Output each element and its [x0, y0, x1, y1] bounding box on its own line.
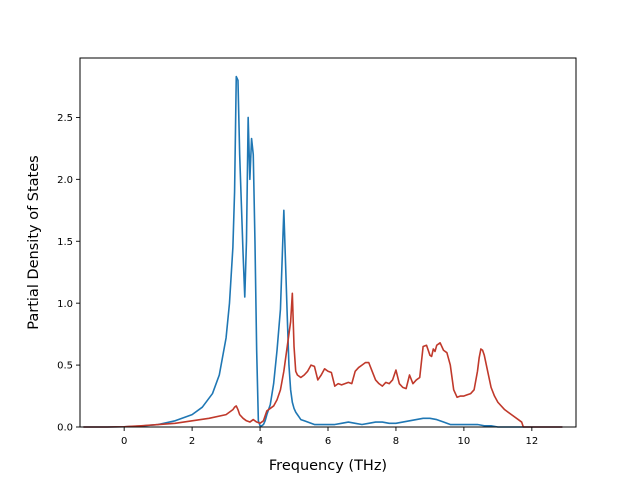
- series-line-1: [83, 75, 563, 428]
- x-tick-label: 6: [325, 436, 331, 447]
- x-tick-label: 4: [257, 436, 263, 447]
- y-tick-label: 1.0: [57, 299, 73, 310]
- y-tick-label: 1.5: [57, 237, 73, 248]
- y-axis: 0.0 0.5 1.0 1.5 2.0 2.5: [57, 113, 80, 434]
- x-tick-label: 10: [458, 436, 471, 447]
- x-axis: 0 2 4 6 8 10 12: [121, 427, 538, 447]
- x-tick-label: 8: [393, 436, 399, 447]
- y-tick-label: 2.0: [57, 175, 73, 186]
- y-tick-label: 2.5: [57, 113, 73, 124]
- x-axis-label: Frequency (THz): [269, 458, 387, 474]
- series-line-2: [83, 292, 563, 428]
- x-tick-label: 0: [121, 436, 127, 447]
- y-tick-label: 0.5: [57, 361, 73, 372]
- series-layer: [83, 75, 563, 428]
- x-tick-label: 2: [189, 436, 195, 447]
- y-axis-label: Partial Density of States: [26, 155, 42, 329]
- x-tick-label: 12: [525, 436, 538, 447]
- y-tick-label: 0.0: [57, 423, 73, 434]
